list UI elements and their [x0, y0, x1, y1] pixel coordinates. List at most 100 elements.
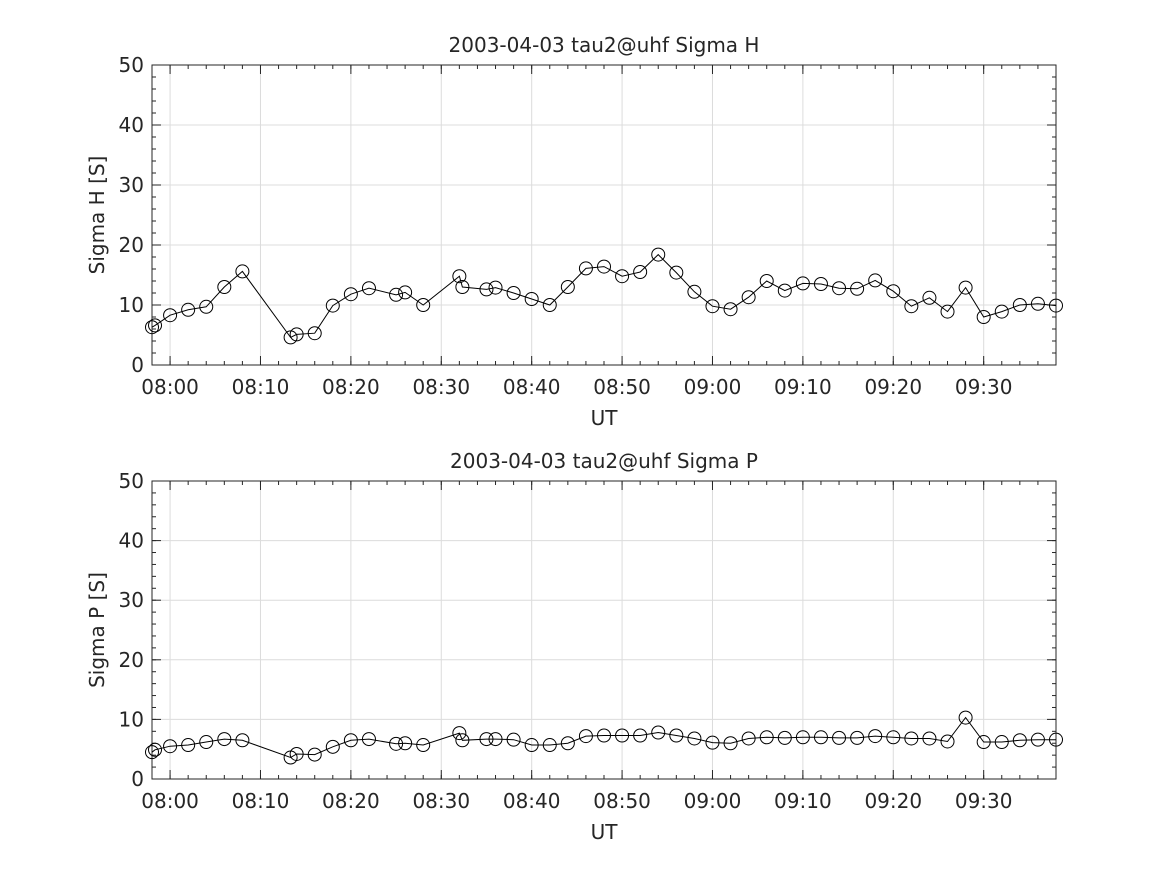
sigma-p-data-point	[723, 736, 738, 751]
plot-area	[152, 481, 1056, 779]
sigma-h-data-point	[181, 302, 196, 317]
sigma-p-data-point	[416, 738, 431, 753]
sigma-p-data-point	[868, 729, 883, 744]
y-tick-label: 10	[119, 707, 144, 731]
y-tick-label: 30	[119, 173, 144, 197]
sigma-h-data-point	[307, 326, 322, 341]
sigma-p-data-point	[455, 733, 470, 748]
sigma-h-data-point	[488, 280, 503, 295]
sigma-h-data-point	[361, 281, 376, 296]
x-axis-label: UT	[591, 406, 619, 430]
sigma-p-data-point	[795, 730, 810, 745]
sigma-p-data-point	[940, 734, 955, 749]
sigma-p-data-point	[307, 747, 322, 762]
x-tick-label: 09:00	[684, 789, 742, 813]
sigma-p-data-point	[976, 735, 991, 750]
sigma-h-data-point	[687, 284, 702, 299]
sigma-p-data-point	[361, 732, 376, 747]
y-tick-label: 40	[119, 113, 144, 137]
y-tick-label: 50	[119, 469, 144, 493]
x-tick-label: 09:20	[864, 789, 922, 813]
x-tick-label: 08:30	[412, 375, 470, 399]
sigma-p-data-point	[994, 735, 1009, 750]
sigma-h-data-point	[416, 298, 431, 312]
sigma-p-data-point	[145, 745, 159, 760]
sigma-p-data-point	[289, 746, 304, 761]
sigma-h-data-point	[940, 304, 955, 319]
x-tick-label: 09:30	[955, 375, 1013, 399]
y-tick-label: 0	[131, 353, 144, 377]
axes-box	[151, 480, 1057, 780]
sigma-p-data-point	[524, 738, 539, 753]
x-tick-label: 08:00	[141, 375, 199, 399]
sigma-p-data-point	[479, 732, 494, 747]
sigma-h-data-point	[199, 299, 214, 314]
sigma-h-data-point	[235, 264, 250, 279]
sigma-h-data-point	[343, 287, 358, 302]
sigma-h-data-point	[922, 290, 937, 305]
sigma-h-data-point	[651, 247, 666, 262]
sigma-h-data-point	[705, 299, 720, 314]
sigma-h-data-point	[597, 259, 611, 274]
sigma-h-data-point	[994, 304, 1009, 319]
sigma-h-data-point	[578, 261, 593, 276]
sigma-p-data-point	[343, 733, 358, 748]
y-tick-label: 0	[131, 767, 144, 791]
x-tick-label: 08:10	[232, 789, 290, 813]
sigma-p-data-point	[741, 731, 756, 746]
sigma-p-data-point	[904, 731, 919, 746]
sigma-h-data-point	[669, 265, 684, 280]
sigma-h-data-point	[398, 285, 413, 300]
x-tick-label: 08:50	[593, 789, 651, 813]
sigma-p-data-point	[705, 735, 720, 750]
sigma-p-data-point	[452, 726, 467, 741]
sigma-p-data-point	[958, 710, 973, 725]
sigma-h-data-point	[615, 269, 630, 284]
y-tick-label: 20	[119, 648, 144, 672]
sigma-p-data-point	[560, 736, 575, 751]
x-tick-label: 08:30	[412, 789, 470, 813]
y-tick-label: 20	[119, 233, 144, 257]
sigma-h-data-point	[479, 282, 494, 297]
sigma-p-data-point	[1049, 732, 1063, 747]
sigma-h-data-point	[759, 274, 774, 288]
sigma-p-data-point	[1030, 732, 1045, 747]
sigma-p-panel: 08:00 08:10 08:20 08:30 08:40 08:50 09:00 09:10…	[85, 449, 1063, 844]
x-tick-label: 08:00	[141, 789, 199, 813]
sigma-h-data-point	[850, 281, 865, 296]
sigma-h-data-point	[723, 302, 738, 317]
sigma-h-panel: 08:00 08:10 08:20 08:30 08:40 08:50 09:00 09:10…	[85, 33, 1063, 430]
sigma-p-data-point	[687, 731, 702, 746]
sigma-h-data-point	[1049, 298, 1063, 313]
sigma-p-data-point	[759, 730, 774, 745]
sigma-h-data-point	[389, 287, 404, 302]
sigma-p-data-point	[199, 735, 214, 750]
sigma-h-data-point	[1012, 298, 1027, 312]
x-tick-label: 09:00	[684, 375, 742, 399]
sigma-p-data-point	[148, 742, 163, 757]
sigma-p-data-point	[542, 738, 557, 753]
sigma-h-data-point	[795, 276, 810, 291]
x-tick-label: 08:50	[593, 375, 651, 399]
y-axis-label: Sigma P [S]	[85, 572, 109, 688]
sigma-p-data-point	[235, 733, 250, 748]
sigma-p-data-point	[615, 728, 630, 743]
sigma-p-data-point	[389, 736, 404, 751]
y-tick-label: 50	[119, 53, 144, 77]
sigma-h-data-point	[976, 310, 991, 324]
chart-title: 2003-04-03 tau2@uhf Sigma P	[450, 449, 758, 473]
sigma-h-data-point	[633, 265, 648, 279]
sigma-p-data-point	[651, 725, 666, 740]
sigma-p-data-point	[669, 728, 684, 743]
x-tick-label: 08:40	[503, 789, 561, 813]
x-tick-label: 08:20	[322, 789, 380, 813]
sigma-h-data-point	[813, 277, 828, 291]
sigma-h-data-point	[325, 298, 340, 313]
sigma-p-data-point	[597, 728, 611, 743]
sigma-h-data-point	[741, 290, 756, 305]
sigma-p-data-point	[398, 736, 413, 751]
x-tick-label: 09:20	[864, 375, 922, 399]
sigma-p-data-point	[506, 732, 521, 747]
